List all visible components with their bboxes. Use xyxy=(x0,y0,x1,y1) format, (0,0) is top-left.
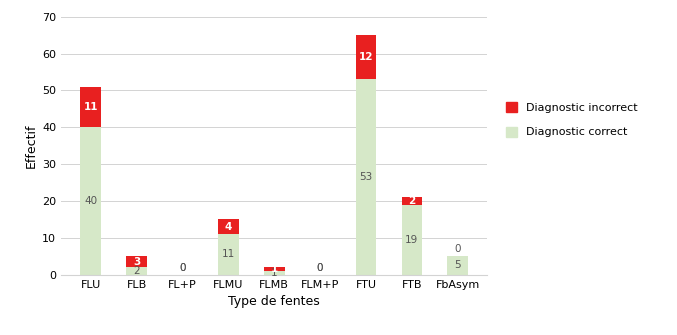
Text: 0: 0 xyxy=(179,263,185,273)
Text: 40: 40 xyxy=(84,196,97,206)
Bar xyxy=(264,271,284,275)
Bar xyxy=(401,205,422,275)
Text: 11: 11 xyxy=(221,250,235,259)
Bar xyxy=(264,267,284,271)
Text: 1: 1 xyxy=(271,264,278,274)
Bar xyxy=(126,267,147,275)
Bar xyxy=(81,127,101,275)
Text: 3: 3 xyxy=(133,257,140,267)
Text: 2: 2 xyxy=(133,266,140,276)
Legend: Diagnostic incorrect, Diagnostic correct: Diagnostic incorrect, Diagnostic correct xyxy=(502,98,642,142)
Text: 19: 19 xyxy=(406,235,418,245)
Text: 5: 5 xyxy=(454,261,461,270)
Bar xyxy=(355,79,376,275)
Text: 0: 0 xyxy=(317,263,324,273)
Text: 2: 2 xyxy=(408,196,416,206)
Text: 0: 0 xyxy=(179,263,185,273)
Text: 12: 12 xyxy=(359,52,373,62)
Bar xyxy=(218,219,238,234)
X-axis label: Type de fentes: Type de fentes xyxy=(228,295,320,308)
Text: 53: 53 xyxy=(359,172,372,182)
Bar xyxy=(447,256,468,275)
Bar xyxy=(355,35,376,79)
Bar xyxy=(401,197,422,205)
Text: 11: 11 xyxy=(83,102,98,112)
Text: 0: 0 xyxy=(454,245,461,255)
Bar xyxy=(81,87,101,127)
Bar xyxy=(126,256,147,267)
Y-axis label: Effectif: Effectif xyxy=(25,124,38,168)
Text: 0: 0 xyxy=(317,263,324,273)
Text: 1: 1 xyxy=(271,268,278,278)
Bar xyxy=(218,234,238,275)
Text: 4: 4 xyxy=(225,222,232,232)
